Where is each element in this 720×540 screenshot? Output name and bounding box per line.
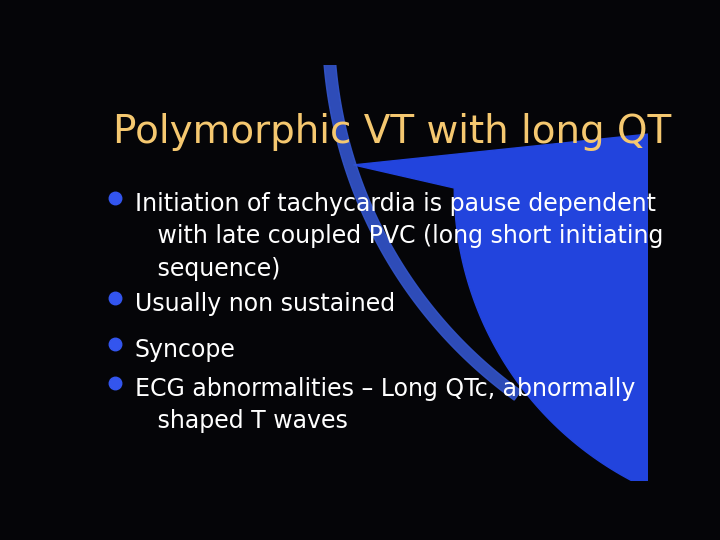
Text: Syncope: Syncope <box>135 338 236 362</box>
Text: ECG abnormalities – Long QTc, abnormally
   shaped T waves: ECG abnormalities – Long QTc, abnormally… <box>135 377 635 433</box>
Polygon shape <box>323 26 521 400</box>
Text: Initiation of tachycardia is pause dependent
   with late coupled PVC (long shor: Initiation of tachycardia is pause depen… <box>135 192 663 281</box>
Polygon shape <box>354 134 648 487</box>
Text: Usually non sustained: Usually non sustained <box>135 292 395 316</box>
Text: Polymorphic VT with long QT: Polymorphic VT with long QT <box>113 112 672 151</box>
